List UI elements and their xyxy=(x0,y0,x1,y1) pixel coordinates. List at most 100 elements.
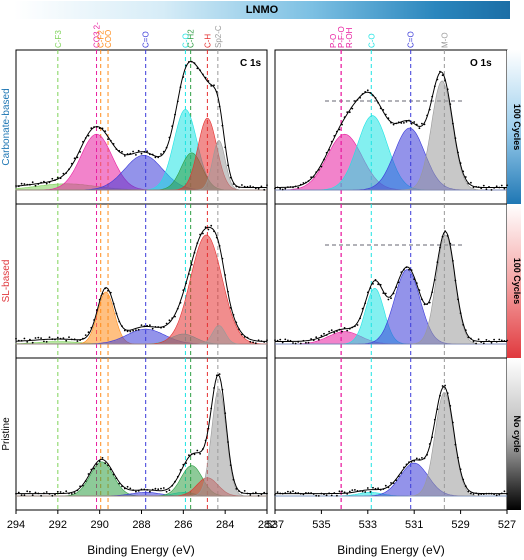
data-point xyxy=(287,339,289,342)
envelope-fit-0-1 xyxy=(15,226,268,342)
data-point xyxy=(374,279,377,281)
data-point xyxy=(302,493,305,496)
data-point xyxy=(503,490,506,493)
data-point xyxy=(151,488,154,491)
data-point xyxy=(171,484,174,487)
data-point xyxy=(221,388,224,391)
data-point xyxy=(289,491,292,494)
data-point xyxy=(48,336,51,339)
data-point xyxy=(287,490,289,493)
data-point xyxy=(23,183,26,185)
data-point xyxy=(154,156,157,159)
data-point xyxy=(31,181,34,184)
data-point xyxy=(294,342,297,345)
data-point xyxy=(84,480,87,482)
x-tick-label: 282 xyxy=(258,519,276,531)
data-point xyxy=(243,336,246,338)
data-point xyxy=(246,185,249,188)
data-point xyxy=(356,490,359,492)
data-point xyxy=(96,309,98,312)
data-point xyxy=(73,492,76,494)
data-point xyxy=(333,331,336,334)
peak-component-0-1-5 xyxy=(16,325,267,345)
data-point xyxy=(333,492,336,494)
data-point xyxy=(351,107,354,110)
data-point xyxy=(364,91,367,93)
data-point xyxy=(428,443,431,445)
data-point xyxy=(500,339,503,342)
data-point xyxy=(54,493,56,496)
data-point xyxy=(403,268,405,271)
data-point xyxy=(179,469,182,471)
data-point xyxy=(323,332,325,335)
data-point xyxy=(392,292,395,295)
data-point xyxy=(503,340,506,342)
data-point xyxy=(297,186,300,189)
data-point xyxy=(17,339,20,342)
data-point xyxy=(129,487,132,490)
data-point xyxy=(403,466,405,469)
data-point xyxy=(143,325,146,328)
data-point xyxy=(297,341,300,343)
data-point xyxy=(421,457,423,459)
x-tick-label: 527 xyxy=(498,519,516,531)
data-point xyxy=(317,168,320,171)
data-point xyxy=(359,96,361,99)
data-point xyxy=(165,490,168,493)
data-point xyxy=(224,412,227,415)
data-point xyxy=(338,128,341,131)
data-point xyxy=(73,338,76,341)
data-point xyxy=(457,298,459,301)
data-point xyxy=(45,182,48,185)
data-point xyxy=(213,387,215,389)
x-tick-label: 533 xyxy=(359,519,377,531)
data-point xyxy=(90,326,93,329)
data-point xyxy=(276,186,279,189)
data-point xyxy=(215,374,218,377)
data-point xyxy=(254,187,257,190)
data-point xyxy=(215,90,218,93)
x-tick-label: 290 xyxy=(90,519,108,531)
data-point xyxy=(426,303,428,305)
data-point xyxy=(229,176,232,179)
data-point xyxy=(218,373,221,375)
data-point xyxy=(374,97,377,99)
data-point xyxy=(413,121,416,123)
data-point xyxy=(151,153,154,156)
data-point xyxy=(249,494,252,496)
data-point xyxy=(482,184,485,187)
data-point xyxy=(467,182,470,185)
data-point xyxy=(227,441,229,443)
data-point xyxy=(229,306,232,309)
data-point xyxy=(408,461,410,463)
data-point xyxy=(384,484,387,487)
data-point xyxy=(15,337,17,340)
data-point xyxy=(84,334,87,336)
data-point xyxy=(56,336,59,339)
data-point xyxy=(462,170,465,173)
data-point xyxy=(372,94,374,97)
data-point xyxy=(467,490,470,493)
data-point xyxy=(154,326,157,328)
data-point xyxy=(132,489,135,491)
data-point xyxy=(151,327,154,330)
data-point xyxy=(210,85,213,87)
data-point xyxy=(59,337,62,340)
data-point xyxy=(196,242,199,245)
data-point xyxy=(82,484,84,487)
data-point xyxy=(149,153,151,156)
data-point xyxy=(305,492,307,494)
data-point xyxy=(126,153,129,155)
data-point xyxy=(292,186,294,189)
data-point xyxy=(390,482,392,484)
data-point xyxy=(441,235,444,238)
data-point xyxy=(188,273,190,275)
data-point xyxy=(369,92,372,94)
x-tick-label: 535 xyxy=(312,519,330,531)
data-point xyxy=(382,109,385,111)
envelope-fit-0-0 xyxy=(15,60,267,188)
data-point xyxy=(372,486,374,489)
data-point xyxy=(490,189,493,191)
data-point xyxy=(310,338,312,340)
lnmo-header-title: LNMO xyxy=(245,4,279,16)
